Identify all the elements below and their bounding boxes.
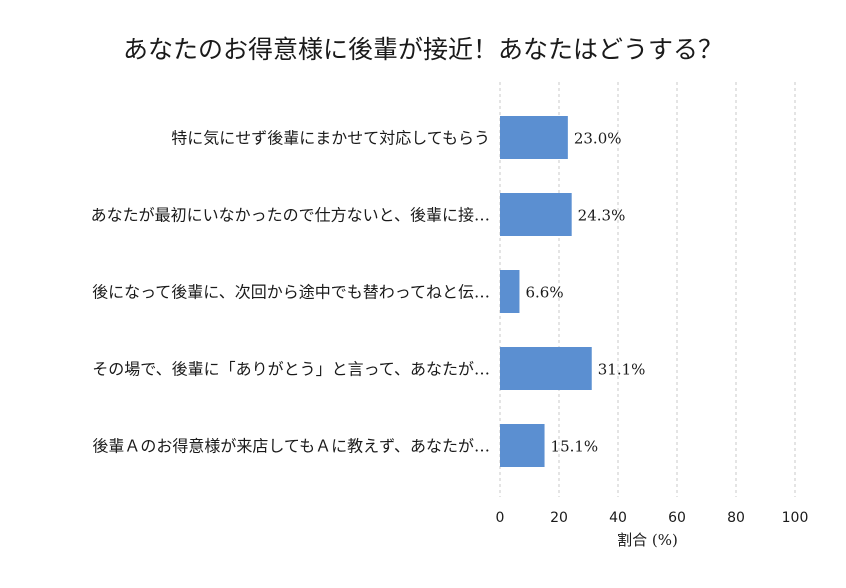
x-tick-labels: 0 20 40 60 80 100 <box>496 510 809 526</box>
x-tick-label: 100 <box>782 510 809 526</box>
category-label: あなたが最初にいなかったので仕方ないと、後輩に接… <box>91 206 490 225</box>
bar <box>500 116 568 159</box>
category-labels: 特に気にせず後輩にまかせて対応してもらうあなたが最初にいなかったので仕方ないと、… <box>91 129 490 456</box>
x-tick-label: 40 <box>609 510 627 526</box>
data-label: 24.3% <box>578 207 626 225</box>
category-label: 後輩Ａのお得意様が来店してもＡに教えず、あなたが… <box>92 437 490 456</box>
data-label: 23.0% <box>574 130 622 148</box>
data-label: 6.6% <box>525 284 563 302</box>
x-tick-label: 80 <box>727 510 745 526</box>
category-label: 特に気にせず後輩にまかせて対応してもらう <box>171 129 490 148</box>
bar <box>500 193 572 236</box>
data-labels: 23.0% 24.3% 6.6% 31.1% 15.1% <box>525 130 645 456</box>
data-label: 15.1% <box>551 438 599 456</box>
x-tick-label: 20 <box>550 510 568 526</box>
bar <box>500 424 545 467</box>
bars <box>500 116 592 467</box>
x-tick-label: 0 <box>496 510 505 526</box>
category-label: 後になって後輩に、次回から途中でも替わってねと伝… <box>92 283 490 302</box>
data-label: 31.1% <box>598 361 646 379</box>
category-label: その場で、後輩に「ありがとう」と言って、あなたが… <box>92 360 490 379</box>
bar <box>500 270 520 313</box>
x-axis-label: 割合 (%) <box>617 531 678 549</box>
chart-title: あなたのお得意様に後輩が接近！あなたはどうする？ <box>122 35 723 64</box>
x-tick-label: 60 <box>668 510 686 526</box>
bar <box>500 347 592 390</box>
